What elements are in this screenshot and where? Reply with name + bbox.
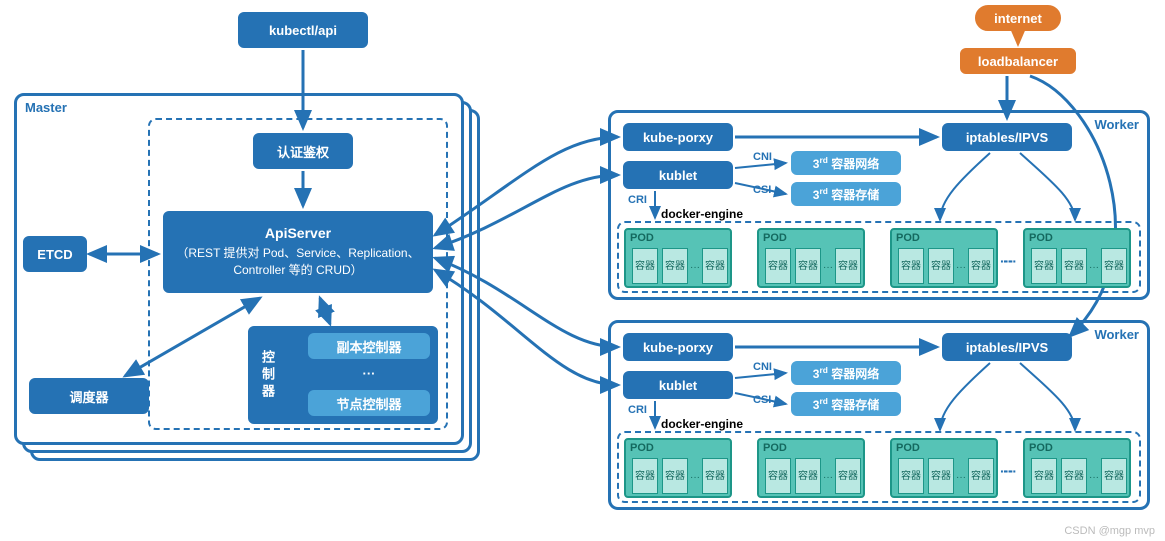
container-box: 容器	[765, 458, 791, 494]
container-box: 容器	[702, 458, 728, 494]
container-box: 容器	[1031, 248, 1057, 284]
worker2-kublet: kublet	[623, 371, 733, 399]
pod-label: POD	[896, 442, 920, 454]
worker1-3rd-store: 3rd 容器存储	[791, 182, 901, 206]
pod-dots: ···	[690, 262, 700, 273]
container-box: 容器	[898, 458, 924, 494]
pod-label: POD	[763, 232, 787, 244]
container-box: 容器	[662, 248, 688, 284]
worker2-cni: CNI	[753, 361, 772, 373]
pod-label: POD	[896, 232, 920, 244]
container-box: 容器	[898, 248, 924, 284]
etcd-box: ETCD	[23, 236, 87, 272]
worker1-cri: CRI	[628, 194, 647, 206]
worker2-3rd-store: 3rd 容器存储	[791, 392, 901, 416]
pod-box: POD容器容器···容器	[757, 438, 865, 498]
worker1-kubeproxy: kube-porxy	[623, 123, 733, 151]
worker2-iptables: iptables/IPVS	[942, 333, 1072, 361]
container-box: 容器	[632, 458, 658, 494]
pod-box: POD容器容器···容器	[1023, 438, 1131, 498]
container-box: 容器	[928, 458, 954, 494]
pod-dots: ···	[690, 472, 700, 483]
replica-controller: 副本控制器	[308, 333, 430, 359]
dots: ···	[1000, 253, 1014, 269]
container-box: 容器	[702, 248, 728, 284]
worker1-csi: CSI	[753, 184, 771, 196]
pod-dots: ···	[1089, 262, 1099, 273]
controller-label: 控制器	[258, 350, 277, 401]
apiserver-title: ApiServer	[265, 225, 331, 241]
dots: ···	[1000, 463, 1014, 479]
pod-dots: ···	[956, 262, 966, 273]
container-box: 容器	[968, 458, 994, 494]
pod-box: POD容器容器···容器	[624, 438, 732, 498]
container-box: 容器	[632, 248, 658, 284]
pod-dots: ···	[823, 472, 833, 483]
container-box: 容器	[795, 248, 821, 284]
container-box: 容器	[795, 458, 821, 494]
pod-box: POD容器容器···容器	[890, 228, 998, 288]
container-box: 容器	[1031, 458, 1057, 494]
worker1-kublet: kublet	[623, 161, 733, 189]
controller-dots: ···	[308, 362, 430, 384]
worker1-label: Worker	[1094, 117, 1139, 132]
pod-box: POD容器容器···容器	[757, 228, 865, 288]
container-box: 容器	[1101, 458, 1127, 494]
apiserver-box: ApiServer （REST 提供对 Pod、Service、Replicat…	[163, 211, 433, 293]
pod-box: POD容器容器···容器	[624, 228, 732, 288]
pod-box: POD容器容器···容器	[1023, 228, 1131, 288]
watermark: CSDN @mgp mvp	[1064, 525, 1155, 537]
container-box: 容器	[1061, 248, 1087, 284]
pod-dots: ···	[956, 472, 966, 483]
auth-box: 认证鉴权	[253, 133, 353, 169]
worker2-3rd-net: 3rd 容器网络	[791, 361, 901, 385]
pod-label: POD	[1029, 232, 1053, 244]
kubectl-box: kubectl/api	[238, 12, 368, 48]
worker1-cni: CNI	[753, 151, 772, 163]
apiserver-sub: （REST 提供对 Pod、Service、Replication、Contro…	[171, 245, 425, 279]
pod-label: POD	[1029, 442, 1053, 454]
worker2-label: Worker	[1094, 327, 1139, 342]
container-box: 容器	[662, 458, 688, 494]
loadbalancer-box: loadbalancer	[960, 48, 1076, 74]
container-box: 容器	[1101, 248, 1127, 284]
container-box: 容器	[968, 248, 994, 284]
container-box: 容器	[1061, 458, 1087, 494]
container-box: 容器	[928, 248, 954, 284]
pod-box: POD容器容器···容器	[890, 438, 998, 498]
scheduler-box: 调度器	[29, 378, 149, 414]
container-box: 容器	[835, 248, 861, 284]
worker2-docker: docker-engine	[661, 417, 743, 431]
worker2-kubeproxy: kube-porxy	[623, 333, 733, 361]
container-box: 容器	[835, 458, 861, 494]
pod-dots: ···	[1089, 472, 1099, 483]
worker2-csi: CSI	[753, 394, 771, 406]
worker1-iptables: iptables/IPVS	[942, 123, 1072, 151]
pod-label: POD	[630, 232, 654, 244]
pod-dots: ···	[823, 262, 833, 273]
internet-box: internet	[975, 5, 1061, 31]
node-controller: 节点控制器	[308, 390, 430, 416]
worker1-3rd-net: 3rd 容器网络	[791, 151, 901, 175]
pod-label: POD	[763, 442, 787, 454]
worker1-docker: docker-engine	[661, 207, 743, 221]
pod-label: POD	[630, 442, 654, 454]
master-label: Master	[25, 100, 67, 115]
worker2-cri: CRI	[628, 404, 647, 416]
container-box: 容器	[765, 248, 791, 284]
